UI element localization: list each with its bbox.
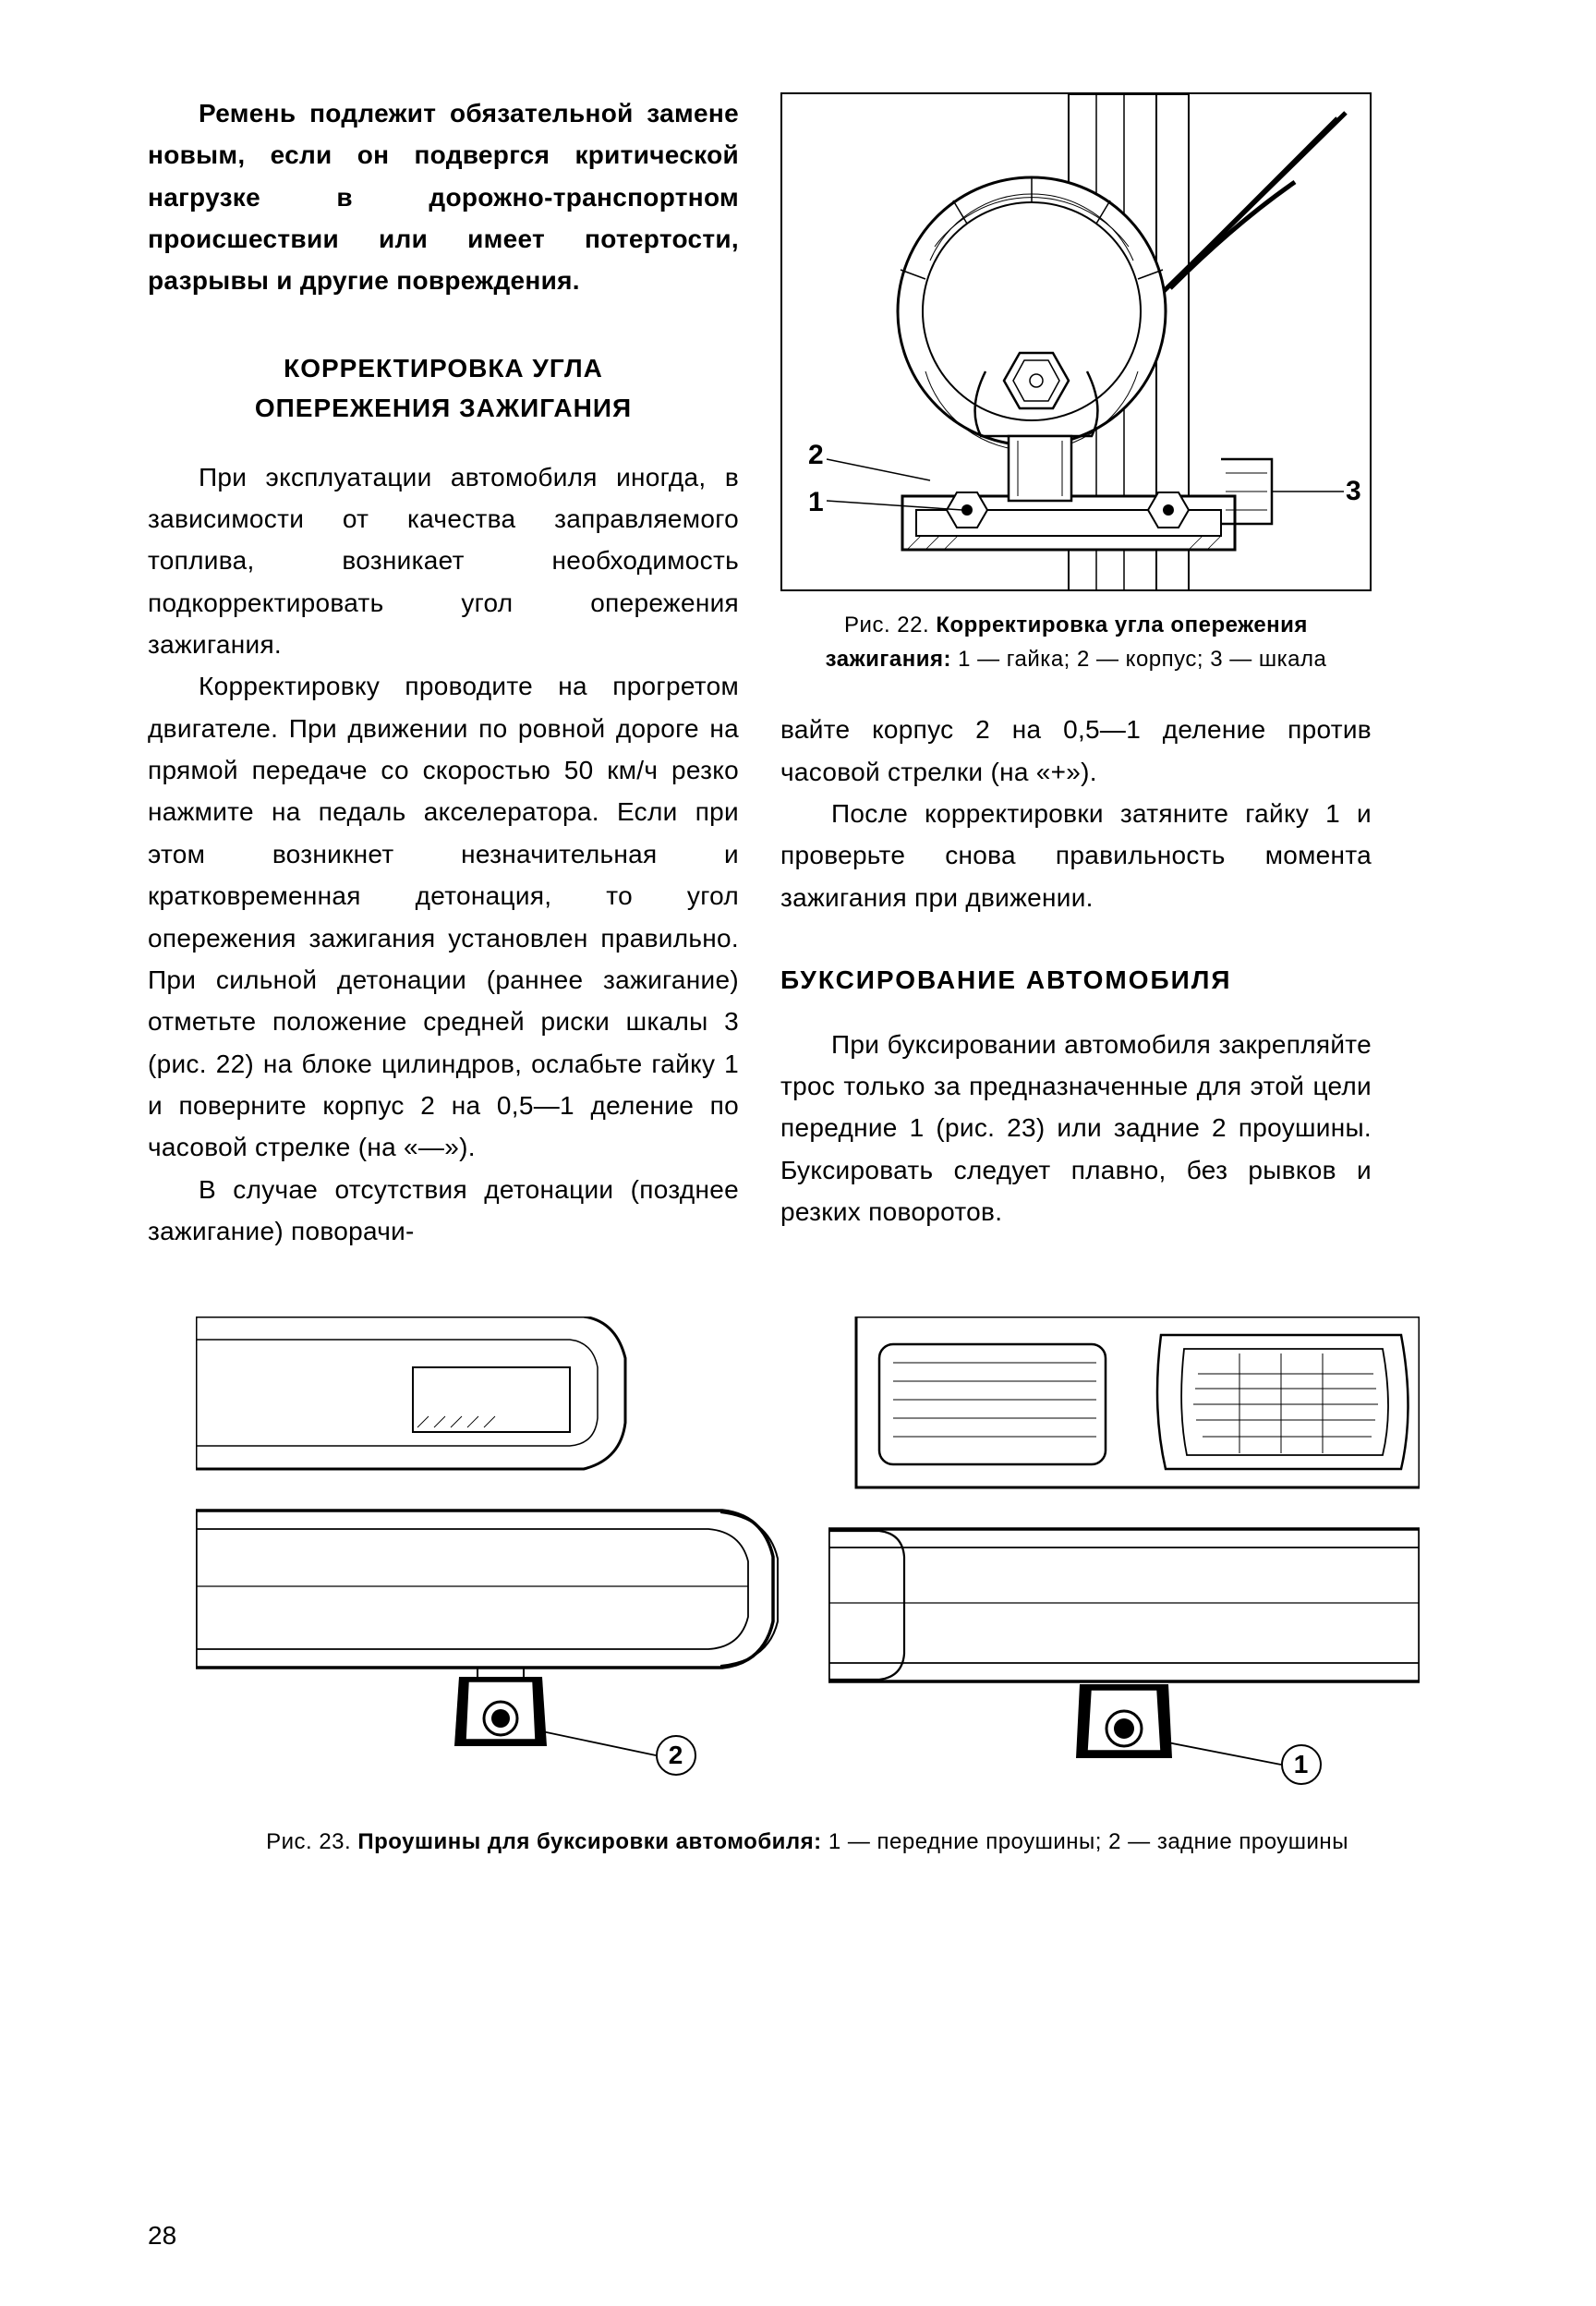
caption22-prefix: Рис. 22. <box>844 613 936 637</box>
paragraph-belt-warning: Ремень подлежит обязательной замене новы… <box>148 92 739 302</box>
heading-line-2: ОПЕРЕЖЕНИЯ ЗАЖИГАНИЯ <box>255 394 632 422</box>
figure-23-illustration: 2 <box>196 1317 1420 1806</box>
figure-23-right-svg <box>828 1317 1420 1806</box>
page-number: 28 <box>148 2221 176 2251</box>
heading-towing: БУКСИРОВАНИЕ АВТОМОБИЛЯ <box>780 960 1372 1000</box>
figure-22-svg <box>782 94 1372 591</box>
callout-23-left-circle: 2 <box>656 1735 696 1776</box>
figure-22-illustration: 2 1 3 <box>780 92 1372 591</box>
paragraph-2: При эксплуатации автомобиля иногда, в за… <box>148 456 739 666</box>
figure-23-caption: Рис. 23. Проушины для буксировки автомоб… <box>148 1825 1467 1860</box>
paragraph-6: После корректировки затяните гайку 1 и п… <box>780 793 1372 918</box>
callout-22-3: 3 <box>1346 476 1361 507</box>
left-column: Ремень подлежит обязательной замене новы… <box>148 92 739 1252</box>
paragraph-5: вайте корпус 2 на 0,5—1 деление против ч… <box>780 709 1372 793</box>
two-column-layout: Ремень подлежит обязательной замене новы… <box>148 92 1467 1252</box>
figure-23-left-svg <box>196 1317 787 1806</box>
caption23-bold: Проушины для буксировки автомобиля: <box>357 1829 821 1854</box>
figure-23-right-panel: 1 <box>828 1317 1420 1806</box>
heading-line-1: КОРРЕКТИРОВКА УГЛА <box>284 354 603 382</box>
right-column: 2 1 3 Рис. 22. Корректировка угла опереж… <box>780 92 1372 1252</box>
page-container: Ремень подлежит обязательной замене новы… <box>0 0 1596 2306</box>
caption22-items: 1 — гайка; 2 — корпус; 3 — шкала <box>951 647 1326 672</box>
callout-22-1: 1 <box>808 487 824 518</box>
callout-23-right-circle: 1 <box>1281 1744 1322 1785</box>
callout-23-left-num: 2 <box>669 1741 683 1770</box>
heading-ignition-adjustment: КОРРЕКТИРОВКА УГЛА ОПЕРЕЖЕНИЯ ЗАЖИГАНИЯ <box>148 348 739 429</box>
paragraph-7: При буксировании автомобиля закрепляйте … <box>780 1024 1372 1233</box>
callout-22-2: 2 <box>808 440 824 471</box>
paragraph-4: В случае отсутствия детонации (позднее з… <box>148 1169 739 1253</box>
caption23-prefix: Рис. 23. <box>266 1829 357 1854</box>
figure-22-caption: Рис. 22. Корректировка угла опережения з… <box>780 608 1372 676</box>
paragraph-3: Корректировку проводите на прогретом дви… <box>148 665 739 1168</box>
caption23-items: 1 — передние проушины; 2 — задние проуши… <box>822 1829 1348 1854</box>
callout-23-right-num: 1 <box>1294 1750 1309 1779</box>
figure-23-container: 2 <box>148 1317 1467 1860</box>
figure-23-left-panel: 2 <box>196 1317 787 1806</box>
